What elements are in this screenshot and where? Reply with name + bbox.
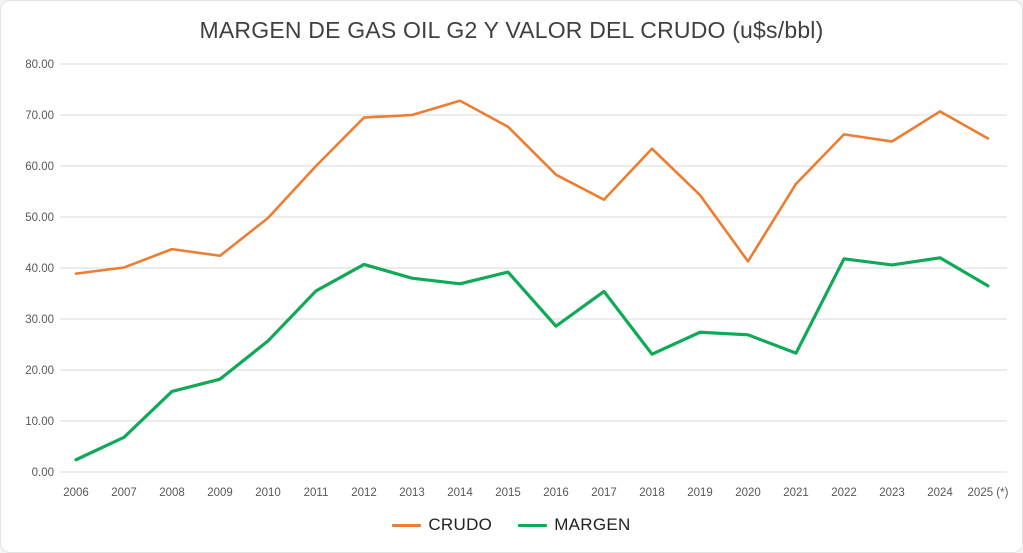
x-axis-tick-label: 2012 (351, 487, 377, 499)
y-axis-tick-label: 60.00 (25, 161, 54, 173)
chart-legend: CRUDO MARGEN (1, 515, 1022, 535)
x-axis-tick-label: 2013 (399, 487, 425, 499)
x-axis-tick-label: 2024 (927, 487, 953, 499)
x-axis-tick-label: 2019 (687, 487, 713, 499)
x-axis-tick-label: 2014 (447, 487, 473, 499)
x-axis-tick-label: 2023 (879, 487, 905, 499)
x-axis-tick-label: 2016 (543, 487, 569, 499)
x-axis-tick-label: 2006 (63, 487, 89, 499)
y-axis-tick-label: 10.00 (25, 416, 54, 428)
margen-line (74, 256, 990, 462)
legend-item-margen: MARGEN (518, 515, 630, 535)
x-axis-tick-label: 2007 (111, 487, 137, 499)
y-axis-tick-label: 20.00 (25, 365, 54, 377)
y-axis-tick-label: 0.00 (32, 467, 54, 479)
y-axis-tick-label: 50.00 (25, 212, 54, 224)
legend-label-crudo: CRUDO (428, 515, 493, 534)
x-axis-tick-label: 2020 (735, 487, 761, 499)
margen-line-swatch (518, 523, 548, 527)
y-axis-tick-label: 30.00 (25, 314, 54, 326)
legend-item-crudo: CRUDO (392, 515, 492, 535)
crudo-line (74, 99, 990, 275)
x-axis-tick-label: 2015 (495, 487, 521, 499)
y-axis-tick-label: 80.00 (25, 59, 54, 71)
y-axis-tick-label: 40.00 (25, 263, 54, 275)
crudo-line-swatch (392, 523, 422, 527)
x-axis-tick-label: 2008 (159, 487, 185, 499)
x-axis-tick-label: 2021 (783, 487, 809, 499)
legend-label-margen: MARGEN (554, 515, 631, 534)
x-axis-tick-label: 2010 (255, 487, 281, 499)
x-axis-tick-label: 2017 (591, 487, 617, 499)
y-axis-tick-label: 70.00 (25, 110, 54, 122)
x-axis-tick-label: 2009 (207, 487, 233, 499)
chart-title: MARGEN DE GAS OIL G2 Y VALOR DEL CRUDO (… (199, 17, 824, 43)
x-axis-tick-label: 2018 (639, 487, 665, 499)
x-axis-tick-label: 2011 (304, 487, 329, 499)
x-axis-tick-label: 2022 (831, 487, 857, 499)
x-axis-tick-label: 2025 (*) (968, 487, 1009, 499)
